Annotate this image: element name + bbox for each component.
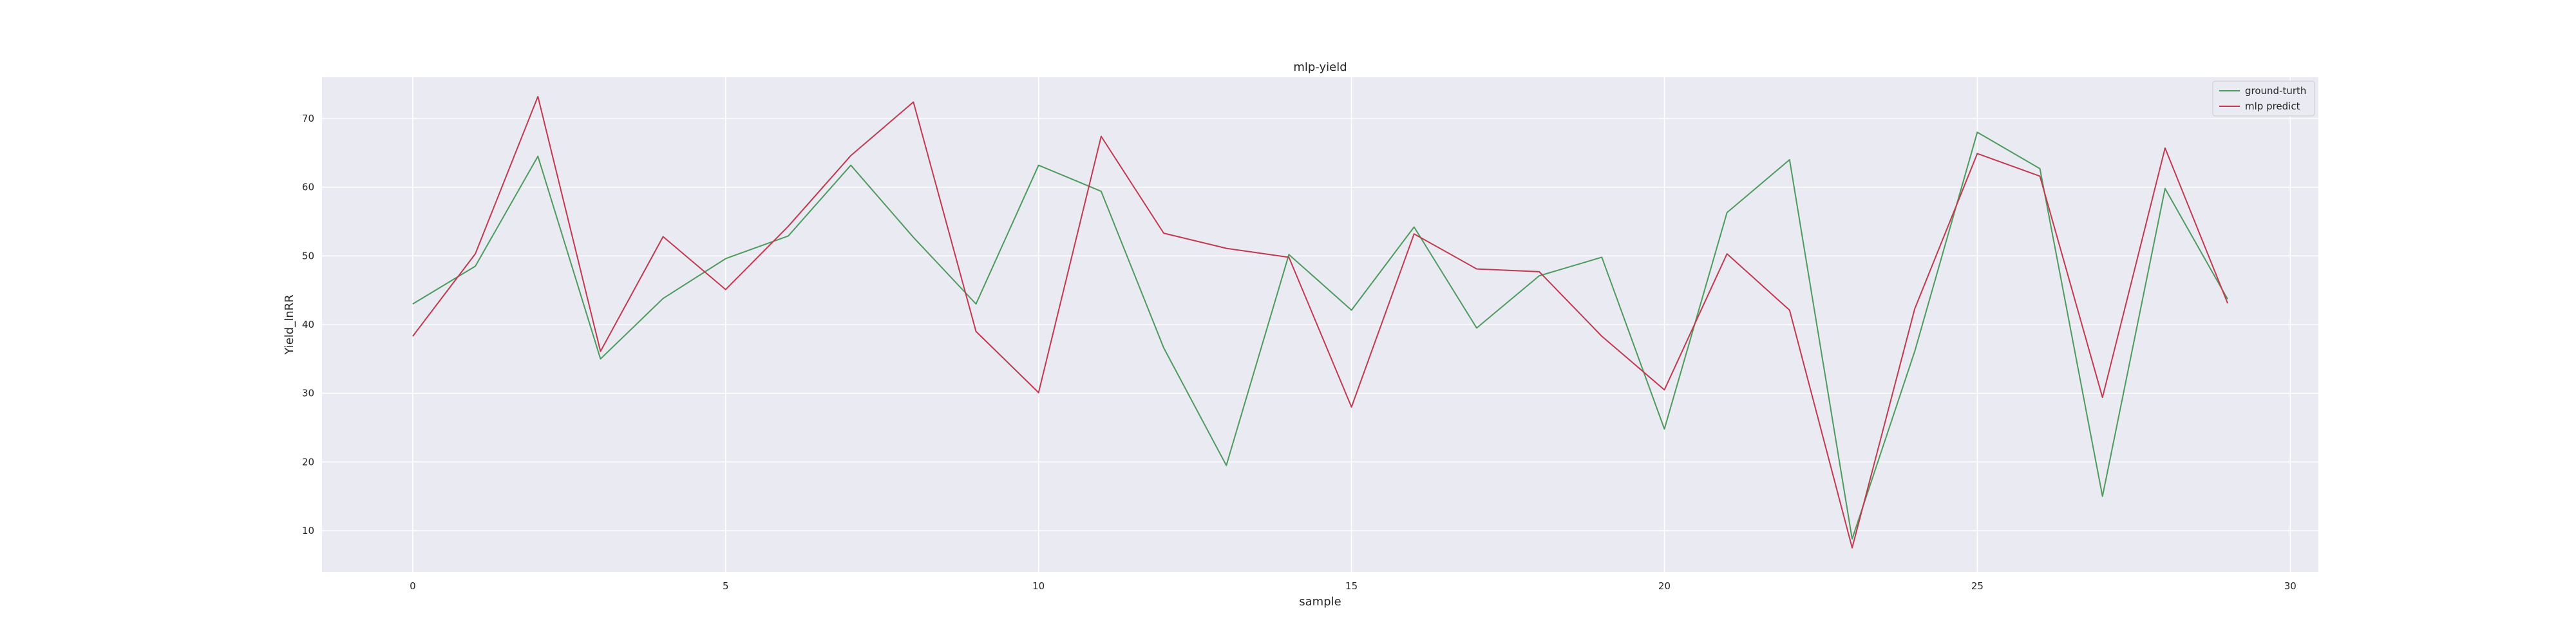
y-axis-label: Yield_lnRR [283, 294, 296, 355]
y-tick-label: 50 [302, 250, 314, 261]
x-axis-label: sample [1299, 595, 1341, 609]
y-tick-labels: 10 20 30 40 50 60 70 [302, 113, 314, 536]
legend-box [2212, 80, 2315, 117]
series-line-ground-turth [412, 131, 2228, 540]
legend: ground-turth mlp predict [2212, 80, 2315, 117]
x-tick-label: 20 [1658, 580, 1671, 592]
y-tick-label: 20 [302, 456, 314, 468]
series-line-mlp-predict [412, 95, 2229, 549]
grid-lines [322, 77, 2318, 572]
series-layer [412, 95, 2229, 549]
y-tick-label: 30 [302, 388, 314, 399]
x-tick-label: 0 [410, 580, 416, 592]
y-tick-label: 40 [302, 319, 314, 330]
x-tick-label: 30 [2284, 580, 2297, 592]
chart-title: mlp-yield [1293, 61, 1347, 74]
y-tick-label: 10 [302, 525, 314, 536]
legend-label-mlp-predict: mlp predict [2245, 100, 2300, 112]
x-tick-label: 10 [1032, 580, 1045, 592]
x-tick-label: 25 [1971, 580, 1984, 592]
legend-label-ground-turth: ground-turth [2245, 85, 2306, 97]
y-tick-label: 60 [302, 182, 314, 193]
x-tick-labels: 0 5 10 15 20 25 30 [410, 580, 2297, 592]
x-tick-label: 5 [723, 580, 729, 592]
y-tick-label: 70 [302, 113, 314, 124]
x-tick-label: 15 [1345, 580, 1358, 592]
